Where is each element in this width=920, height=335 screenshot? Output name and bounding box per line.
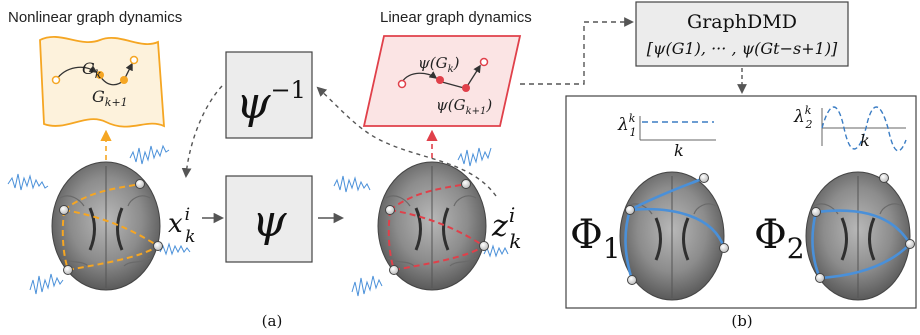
signal-mid-3 xyxy=(351,275,383,297)
dashed-z-to-psi-inverse xyxy=(316,86,497,197)
label-gk: Gk xyxy=(82,59,102,81)
brain-mode-1 xyxy=(619,171,729,301)
signal-left-3 xyxy=(29,273,64,295)
graphdmd-box xyxy=(635,1,849,67)
label-psi-gk1: ψ(Gk+1) xyxy=(436,96,492,117)
lambda2-label: λk 2 xyxy=(793,104,812,131)
linear-node-end xyxy=(479,57,489,67)
nonlinear-node-gk1 xyxy=(120,76,128,84)
linear-node-psi-gk1 xyxy=(462,84,470,92)
nonlinear-title: Nonlinear graph dynamics xyxy=(8,9,182,26)
brain-mode-2 xyxy=(805,171,915,301)
nonlinear-manifold: Gk Gk+1 xyxy=(39,35,166,128)
phi1-label: Φ1 xyxy=(570,212,621,265)
caption-a: (a) xyxy=(262,312,283,330)
linear-edge-2 xyxy=(441,81,465,89)
psi-box xyxy=(225,175,313,263)
psi-inverse-label: ψ−1 xyxy=(236,76,306,129)
linear-node-start xyxy=(397,79,407,89)
brain-left xyxy=(7,144,191,295)
psi-inverse-box xyxy=(225,51,313,139)
graphdmd-formula: [ψ(G1), ··· , ψ(Gt−s+1)] xyxy=(647,39,838,58)
caption-b: (b) xyxy=(731,312,752,330)
graphdmd-title: GraphDMD xyxy=(687,11,797,33)
phi2-label: Φ2 xyxy=(754,212,805,265)
dashed-psi-inverse-to-x xyxy=(181,85,223,178)
eigen-plot-1: λk 1 k xyxy=(617,112,716,160)
brain-middle xyxy=(333,147,509,297)
label-gk1: Gk+1 xyxy=(92,87,128,109)
signal-mid-2 xyxy=(457,147,492,167)
signal-left-1 xyxy=(7,173,49,191)
signal-mid-1 xyxy=(333,175,371,193)
axis1-label: k xyxy=(674,141,684,160)
eigen-plot-2: λk 2 k xyxy=(793,104,907,152)
dashed-plane-to-graphdmd xyxy=(520,17,634,85)
linear-edge-1 xyxy=(401,71,438,83)
nonlinear-node-end xyxy=(129,55,139,65)
linear-title: Linear graph dynamics xyxy=(380,9,532,26)
psi-label: ψ xyxy=(252,196,287,247)
label-psi-gk: ψ(Gk) xyxy=(418,54,460,75)
linear-plane: ψ(Gk) ψ(Gk+1) xyxy=(362,35,522,127)
signal-left-2 xyxy=(129,144,170,165)
lambda1-label: λk 1 xyxy=(617,112,636,139)
linear-edge-3 xyxy=(465,64,481,89)
signal-mid-4 xyxy=(483,244,509,258)
axis2-label: k xyxy=(860,131,870,150)
z-variable: zi k xyxy=(491,203,521,253)
nonlinear-node-start xyxy=(51,75,61,85)
signal-left-4 xyxy=(159,242,191,256)
nonlinear-node-gk xyxy=(96,71,104,79)
linear-node-psi-gk xyxy=(436,76,444,84)
